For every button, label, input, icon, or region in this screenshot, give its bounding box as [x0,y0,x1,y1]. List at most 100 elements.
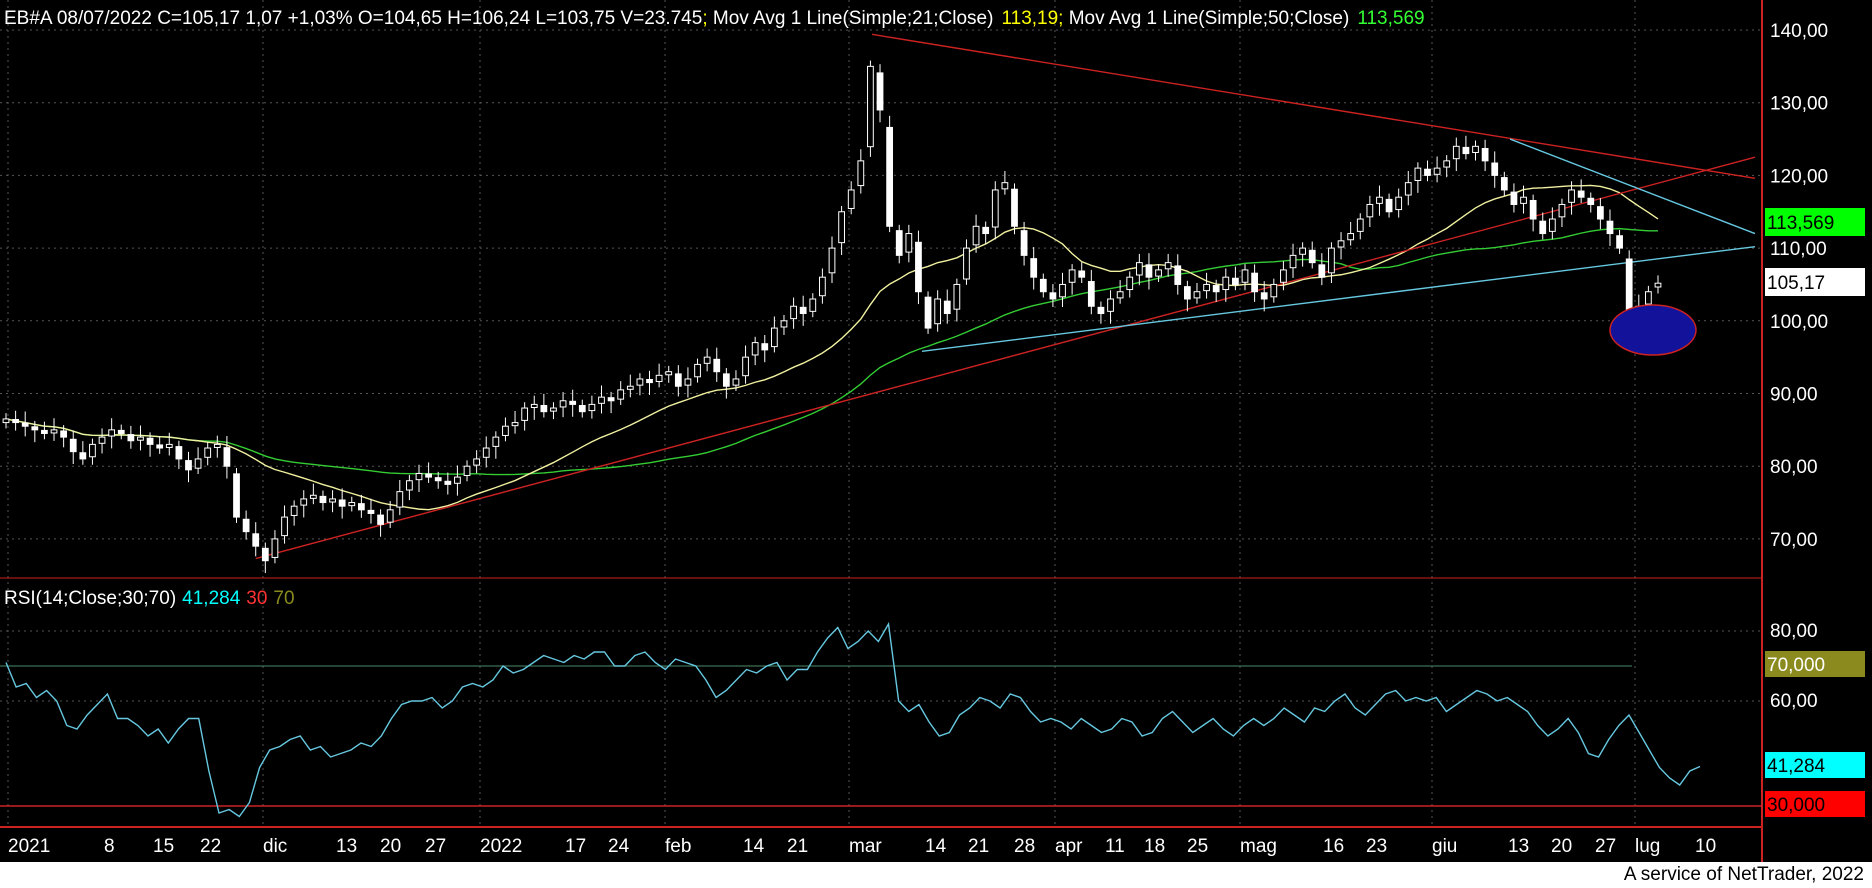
candle-body [338,499,346,507]
highlight-ellipse [1609,304,1697,356]
rsi-header-label: RSI(14;Close;30;70) [4,588,176,609]
close-value-box-label: 105,17 [1767,273,1825,294]
candle-body [502,425,509,436]
rsi-upper-box [1765,651,1865,677]
candle-body [1587,197,1595,205]
candle-body [569,400,577,405]
date-tick-label: lug [1635,836,1660,857]
candle-body [867,65,874,148]
date-tick-label: 11 [1105,836,1125,857]
candle-body [521,407,529,421]
ma21-line [5,184,1659,511]
candle-body [790,305,797,320]
date-tick-label: 25 [1187,836,1208,857]
candle-body [1097,306,1105,315]
rsi-value-box [1765,752,1865,778]
candle-body [742,356,749,377]
candle-body [137,436,144,441]
candle-body [674,373,682,387]
candle-body [281,516,288,537]
candle-body [473,458,481,466]
price-header-symbol: EB#A 08/07/2022 C=105,17 1,07 +1,03% O=1… [4,8,702,29]
candle-body [1174,265,1182,285]
candle-body [252,533,260,547]
candle-body [761,343,769,351]
candle-body [617,389,625,400]
candle-body [636,378,644,386]
candle-body [329,498,336,503]
candle-body [12,418,19,424]
candle-body [1212,285,1220,293]
candle-body [319,495,327,504]
candle-body [348,502,356,507]
date-tick-label: 13 [1508,836,1529,857]
candle-body [1078,270,1086,278]
candle-body [1433,167,1441,175]
candle-body [31,426,39,431]
date-tick-label: feb [665,836,691,857]
candle-body [1452,145,1460,160]
candle-body [905,233,913,253]
candle-body [934,298,942,325]
candle-body [1577,190,1585,198]
candle-body [300,498,308,506]
candle-body [386,509,394,523]
candle-body [50,429,58,434]
ma21-header-value: 113,19 [1001,8,1058,29]
date-tick-label: 10 [1695,836,1716,857]
candle-body [1308,249,1316,264]
price-tick-label: 70,00 [1770,530,1818,551]
candle-body [694,363,701,378]
candle-body [578,404,586,413]
ma50-header-value: 113,569 [1357,8,1424,29]
candle-body [655,374,663,383]
candle-body [213,443,221,448]
candle-body [1011,188,1018,227]
rsi-lower-box-label: 30,000 [1767,795,1825,816]
candle-body [1328,247,1335,274]
candle-body [1183,286,1191,300]
candle-body [1107,298,1114,312]
date-tick-label: 28 [1014,836,1035,857]
candle-body [492,436,500,447]
candle-body [165,443,173,448]
candle-body [1222,276,1230,291]
candle-body [847,189,855,209]
price-tick-label: 110,00 [1770,239,1827,260]
candle-body [799,306,807,315]
candle-body [1203,283,1210,292]
candle-body [1481,148,1489,162]
candle-body [454,476,461,484]
candle-body [415,472,423,481]
date-tick-label: 23 [1366,836,1387,857]
candle-body [972,225,980,246]
candle-body [915,241,922,293]
price-axis: 140,00 130,00 120,00 110,00 100,00 90,00 80,00… [1770,21,1828,551]
candle-body [1020,230,1028,256]
date-tick-label: 8 [104,836,115,857]
trendline [255,156,1756,560]
date-tick-label: apr [1055,836,1083,857]
candle-body [377,514,384,525]
price-header-sep2: ; [1058,8,1069,29]
date-tick-label: 21 [968,836,989,857]
candle-body [1059,283,1066,298]
candle-body [357,503,365,511]
candle-body [1654,282,1662,288]
candle-body [1280,269,1287,283]
price-tick-label: 80,00 [1770,457,1818,478]
candle-body [511,422,519,427]
candle-body [367,509,375,514]
candle-body [1049,292,1057,300]
candle-body [1462,146,1470,155]
footer-credit: A service of NetTrader, 2022 [1623,864,1864,885]
candle-body [233,473,240,518]
candle-body [271,538,279,558]
candle-body [1520,196,1527,204]
date-tick-label: 16 [1323,836,1344,857]
candle-body [626,385,634,390]
rsi-header-lower: 30 [246,588,267,609]
candle-body [1318,264,1326,278]
